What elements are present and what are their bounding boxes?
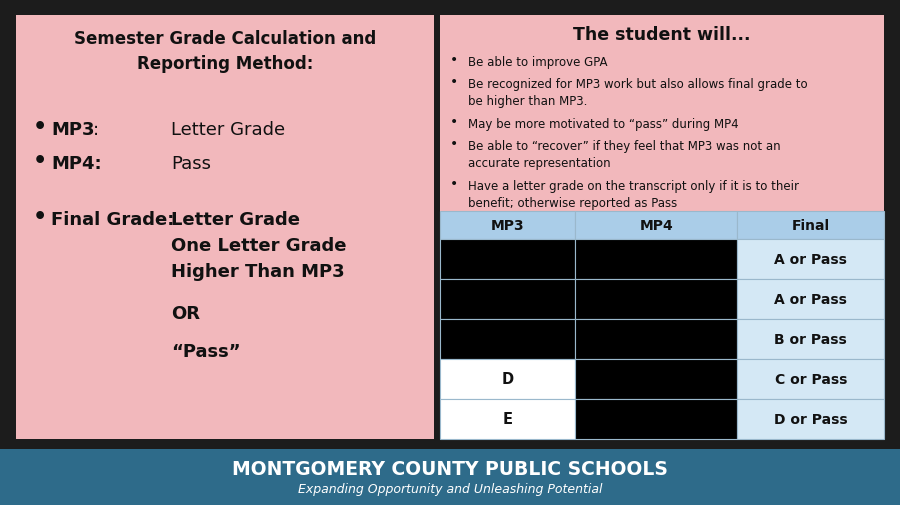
Bar: [737, 319, 884, 359]
Text: •: •: [33, 117, 47, 137]
Text: Have a letter grade on the transcript only if it is to their
benefit; otherwise : Have a letter grade on the transcript on…: [468, 180, 799, 209]
Text: •: •: [450, 115, 458, 129]
Text: MONTGOMERY COUNTY PUBLIC SCHOOLS: MONTGOMERY COUNTY PUBLIC SCHOOLS: [232, 460, 668, 479]
Text: •: •: [450, 177, 458, 190]
Bar: [440, 319, 575, 359]
Bar: [440, 399, 575, 439]
Text: Final Grade:: Final Grade:: [51, 211, 175, 229]
Bar: [737, 212, 884, 239]
Text: Letter Grade: Letter Grade: [171, 121, 285, 139]
Text: Higher Than MP3: Higher Than MP3: [171, 263, 345, 280]
Text: Letter Grade: Letter Grade: [171, 211, 300, 229]
Text: A or Pass: A or Pass: [774, 252, 847, 267]
Text: “Pass”: “Pass”: [171, 342, 240, 360]
Text: MP3: MP3: [491, 219, 525, 232]
Text: •: •: [450, 53, 458, 67]
Text: •: •: [450, 137, 458, 150]
Bar: [16, 16, 434, 439]
Text: Be recognized for MP3 work but also allows final grade to
be higher than MP3.: Be recognized for MP3 work but also allo…: [468, 78, 807, 107]
Text: B or Pass: B or Pass: [774, 332, 847, 346]
Text: One Letter Grade: One Letter Grade: [171, 236, 346, 255]
Bar: [737, 239, 884, 279]
Bar: [575, 399, 737, 439]
Text: •: •: [33, 150, 47, 171]
Text: Be able to improve GPA: Be able to improve GPA: [468, 56, 608, 69]
Text: May be more motivated to “pass” during MP4: May be more motivated to “pass” during M…: [468, 118, 739, 131]
Bar: [737, 399, 884, 439]
Text: Pass: Pass: [171, 155, 211, 173]
Bar: [575, 212, 737, 239]
Text: •: •: [33, 207, 47, 227]
Bar: [440, 212, 575, 239]
Text: Final: Final: [792, 219, 830, 232]
Text: Semester Grade Calculation and
Reporting Method:: Semester Grade Calculation and Reporting…: [74, 30, 376, 73]
Text: The student will...: The student will...: [573, 26, 751, 44]
Text: MP4:: MP4:: [51, 155, 102, 173]
Bar: [440, 279, 575, 319]
Text: E: E: [503, 412, 513, 427]
Bar: [440, 359, 575, 399]
Text: OR: OR: [171, 305, 200, 322]
Text: D or Pass: D or Pass: [774, 412, 848, 426]
Text: Be able to “recover” if they feel that MP3 was not an
accurate representation: Be able to “recover” if they feel that M…: [468, 140, 780, 169]
Bar: [575, 359, 737, 399]
Text: C or Pass: C or Pass: [775, 372, 847, 386]
Text: Expanding Opportunity and Unleashing Potential: Expanding Opportunity and Unleashing Pot…: [298, 483, 602, 495]
Bar: [737, 359, 884, 399]
Bar: [575, 279, 737, 319]
Text: :: :: [93, 121, 99, 139]
Text: •: •: [450, 75, 458, 89]
Bar: [737, 279, 884, 319]
Text: A or Pass: A or Pass: [774, 292, 847, 307]
Bar: [440, 239, 575, 279]
Text: MP4: MP4: [640, 219, 673, 232]
Bar: [575, 239, 737, 279]
Bar: [440, 16, 884, 439]
Text: D: D: [501, 372, 514, 387]
Bar: [575, 319, 737, 359]
Text: MP3: MP3: [51, 121, 94, 139]
Bar: [0, 449, 900, 505]
